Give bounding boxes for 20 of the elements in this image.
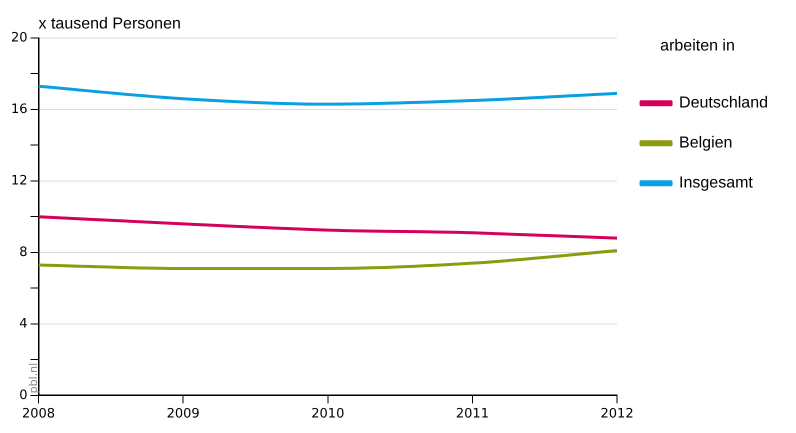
- y-tick-label: 8: [19, 244, 28, 260]
- y-tick-label: 0: [19, 388, 28, 403]
- annotation: pbl.nl: [26, 362, 40, 394]
- y-tick-label: 12: [10, 173, 28, 188]
- legend-label: Insgesamt: [679, 174, 754, 192]
- x-tick-label: 2010: [311, 406, 344, 422]
- x-tick-label: 2012: [600, 406, 634, 422]
- x-tick-label: 2009: [166, 406, 200, 422]
- line-series: [38, 84, 618, 106]
- legend-label: Deutschland: [679, 94, 768, 112]
- legend-title: arbeiten in: [660, 37, 735, 54]
- line-series: [38, 215, 618, 240]
- line-series: [38, 249, 618, 270]
- y-axis-title: x tausend Personen: [38, 15, 181, 32]
- y-tick-label: 4: [19, 316, 28, 332]
- legend-label: Belgien: [679, 134, 732, 152]
- y-tick-label: 20: [10, 30, 28, 46]
- x-tick-label: 2008: [22, 406, 56, 422]
- x-tick-label: 2011: [456, 406, 489, 422]
- y-tick-label: 16: [10, 102, 28, 117]
